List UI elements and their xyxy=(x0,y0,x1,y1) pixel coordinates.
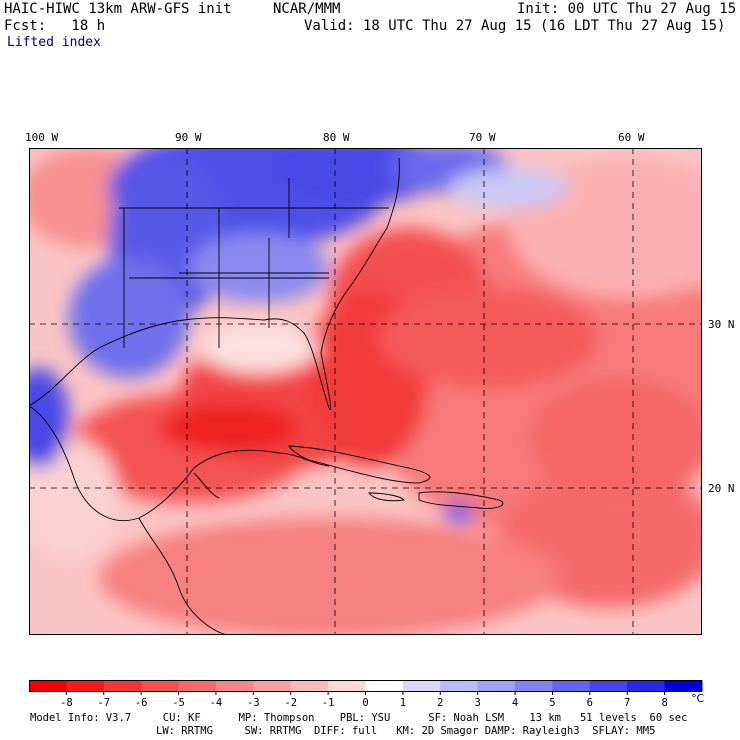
colorbar-tick-label: -4 xyxy=(210,697,223,709)
lat-label-30n: 30 N xyxy=(708,318,735,331)
coastlines xyxy=(29,157,504,635)
colorbar-swatch xyxy=(365,680,404,692)
hispaniola-blue xyxy=(444,503,474,523)
core-red xyxy=(159,403,299,453)
map-frame xyxy=(29,148,702,635)
colorbar-tick-label: 8 xyxy=(661,697,667,709)
header-title: HAIC-HIWC 13km ARW-GFS init xyxy=(4,1,232,17)
colorbar-swatch xyxy=(103,680,142,692)
colorbar-swatch xyxy=(29,680,67,692)
colorbar-swatch xyxy=(215,680,254,692)
west-mexico-blue xyxy=(29,368,69,468)
lon-label-70w: 70 W xyxy=(469,131,496,144)
east-red xyxy=(529,378,702,498)
graticule xyxy=(29,148,702,635)
colorbar-swatch xyxy=(589,680,628,692)
colorbar-tick-label: 6 xyxy=(587,697,593,709)
caribbean xyxy=(99,518,559,635)
model-info-line2: LW: RRTMG SW: RRTMG DIFF: full KM: 2D Sm… xyxy=(156,725,656,737)
offshore-paleblue xyxy=(449,168,569,208)
colorbar-tick-label: 3 xyxy=(475,697,481,709)
colorbar-swatch xyxy=(141,680,180,692)
colorbar-swatch xyxy=(290,680,329,692)
colorbar-tick-label: -6 xyxy=(135,697,148,709)
colorbar-swatch xyxy=(328,680,366,692)
colorbar-swatch xyxy=(552,680,591,692)
colorbar-tick-label: 1 xyxy=(400,697,406,709)
colorbar-tick-label: -3 xyxy=(247,697,260,709)
header-valid: Valid: 18 UTC Thu 27 Aug 15 (16 LDT Thu … xyxy=(304,18,726,34)
header-fcst: Fcst: 18 h xyxy=(4,18,106,34)
colorbar-tick-label: -7 xyxy=(97,697,110,709)
colorbar-tick-label: -2 xyxy=(284,697,297,709)
colorbar-swatch xyxy=(515,680,553,692)
colorbar-swatch xyxy=(253,680,292,692)
colorbar-tick-label: 5 xyxy=(549,697,555,709)
mid-atlantic-red xyxy=(379,288,599,388)
colorbar-swatch xyxy=(627,680,666,692)
gulf-coast-pale xyxy=(199,323,319,373)
colorbar-frame xyxy=(29,680,702,692)
colorbar-tick-label: 4 xyxy=(512,697,518,709)
colorbar-swatch xyxy=(66,680,105,692)
colorbar-swatch xyxy=(477,680,516,692)
header-org: NCAR/MMM xyxy=(273,1,341,17)
mexico-pale xyxy=(29,438,119,558)
colorbar-tick-label: -5 xyxy=(172,697,185,709)
south-blue xyxy=(189,233,329,303)
lifted-index-map xyxy=(29,148,702,635)
header-init: Init: 00 UTC Thu 27 Aug 15 xyxy=(517,1,737,17)
colorbar-unit: °C xyxy=(691,693,704,705)
model-info-line1: Model Info: V3.7 CU: KF MP: Thompson PBL… xyxy=(30,712,688,724)
lon-label-80w: 80 W xyxy=(323,131,350,144)
colorbar-swatch xyxy=(402,680,441,692)
colorbar: -8 -7 -6 -5 -4 -3 -2 -1 0 1 2 3 4 5 6 7 8 °C xyxy=(29,680,704,709)
lon-label-90w: 90 W xyxy=(175,131,202,144)
colorbar-tick-label: -1 xyxy=(322,697,335,709)
colorbar-tick-label: 2 xyxy=(437,697,443,709)
field-name: Lifted index xyxy=(7,35,101,50)
texas-blue xyxy=(69,258,189,378)
colorbar-swatch xyxy=(664,680,703,692)
colorbar-tick-label: 7 xyxy=(624,697,630,709)
colorbar-swatch xyxy=(440,680,479,692)
lat-label-20n: 20 N xyxy=(708,482,735,495)
colorbar-swatch xyxy=(178,680,217,692)
lon-label-100w: 100 W xyxy=(25,131,59,144)
colorbar-tick-label: 0 xyxy=(362,697,368,709)
lon-label-60w: 60 W xyxy=(618,131,645,144)
colorbar-tick-label: -8 xyxy=(60,697,73,709)
